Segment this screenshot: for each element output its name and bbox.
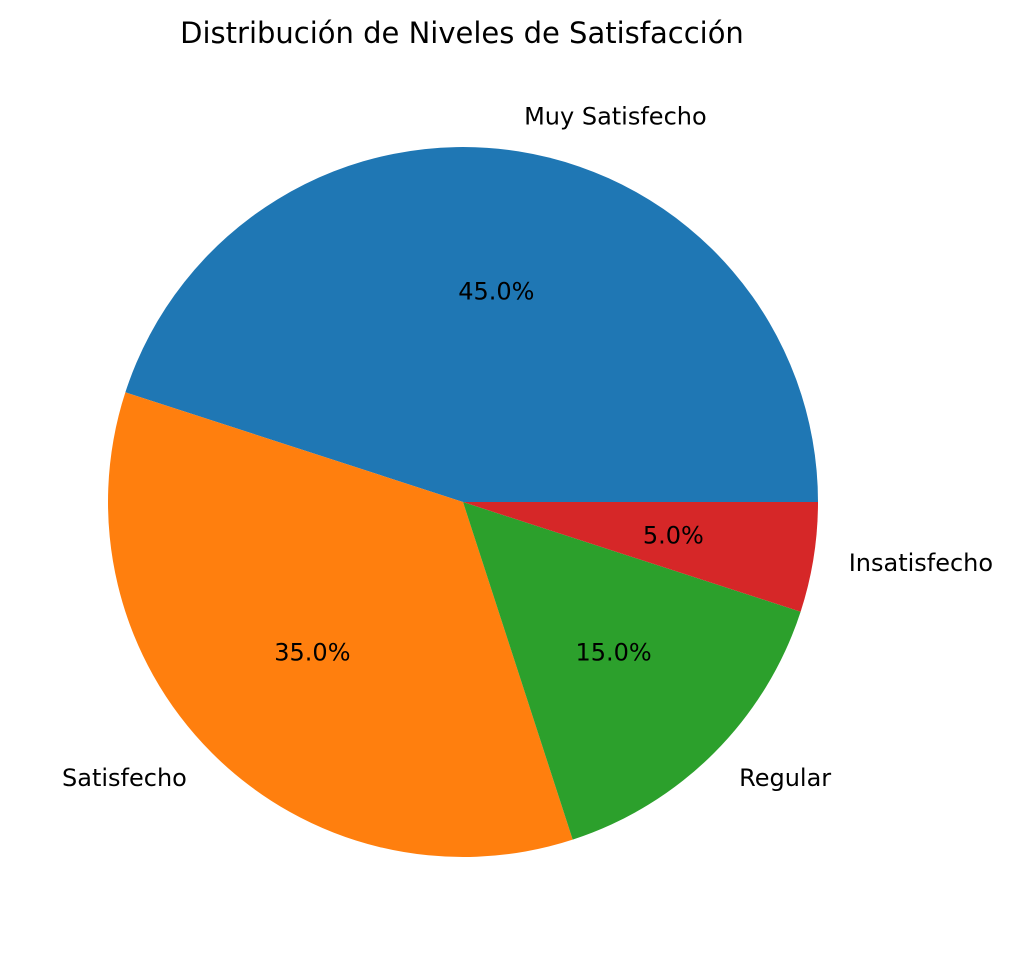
pie-slice-muy-satisfecho bbox=[125, 147, 818, 502]
pie-slice-satisfecho bbox=[107, 392, 573, 857]
pie-category-label-muy-satisfecho: Muy Satisfecho bbox=[524, 102, 707, 130]
pie-category-label-insatisfecho: Insatisfecho bbox=[849, 549, 993, 577]
pie-percent-label-muy-satisfecho: 45.0% bbox=[458, 278, 534, 306]
pie-labels: 45.0% Muy Satisfecho 35.0% Satisfecho 15.0% R… bbox=[62, 102, 993, 792]
pie-slices bbox=[107, 147, 818, 857]
pie-slice-insatisfecho bbox=[463, 502, 818, 612]
pie-percent-label-regular: 15.0% bbox=[575, 639, 651, 667]
pie-category-label-satisfecho: Satisfecho bbox=[62, 764, 187, 792]
pie-percent-label-satisfecho: 35.0% bbox=[274, 639, 350, 667]
pie-slice-regular bbox=[463, 502, 801, 840]
pie-percent-label-insatisfecho: 5.0% bbox=[643, 521, 704, 549]
chart-title: Distribución de Niveles de Satisfacción bbox=[180, 16, 744, 50]
pie-category-label-regular: Regular bbox=[739, 764, 831, 792]
